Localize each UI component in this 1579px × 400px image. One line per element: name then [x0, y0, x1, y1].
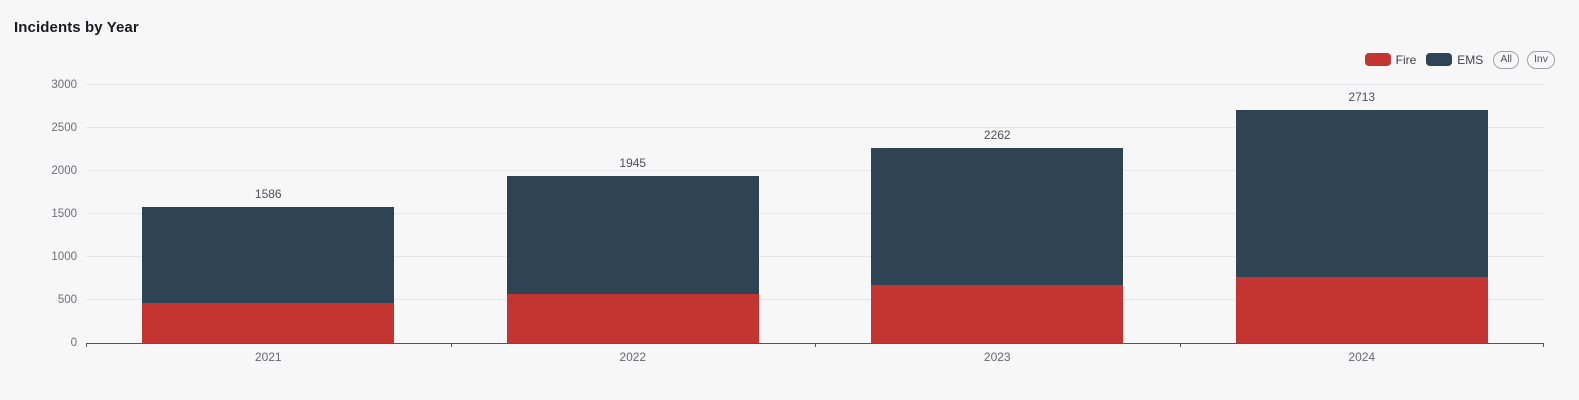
- gridline-2500: [86, 127, 1544, 128]
- all-filter-button[interactable]: All: [1493, 50, 1519, 69]
- gridline-2000: [86, 170, 1544, 171]
- legend-filter-buttons: All Inv: [1493, 50, 1555, 69]
- y-axis-tick-label-3000: 3000: [51, 79, 77, 91]
- fire-legend-label: Fire: [1395, 52, 1417, 67]
- gridline-500: [86, 299, 1544, 300]
- gridline-1000: [86, 256, 1544, 257]
- ems-legend-swatch: [1426, 53, 1453, 66]
- x-axis-tick: [1543, 343, 1544, 347]
- y-axis-tick-label-2000: 2000: [51, 165, 77, 177]
- x-axis-category-label-2024: 2024: [1348, 350, 1376, 364]
- x-axis-tick: [86, 343, 87, 347]
- bar-2024-fire-segment[interactable]: [1235, 277, 1488, 343]
- bar-total-label-2022: 1945: [619, 155, 647, 170]
- chart-legend: Fire EMS All Inv: [1364, 50, 1555, 69]
- bar-2024-ems-segment[interactable]: [1235, 109, 1488, 278]
- y-axis-tick-label-2500: 2500: [51, 122, 77, 134]
- bar-2023-ems-segment[interactable]: [871, 148, 1124, 286]
- legend-item-ems[interactable]: EMS: [1426, 53, 1483, 67]
- y-axis-tick-label-1500: 1500: [51, 208, 77, 220]
- bar-total-label-2023: 2262: [983, 128, 1011, 143]
- x-axis-tick: [1179, 343, 1181, 347]
- x-axis-category-label-2023: 2023: [983, 350, 1011, 364]
- plot-area: 0 500 1000 1500 2000 2500 3000 1586 2021 1945 2022…: [51, 79, 1544, 364]
- bar-2023[interactable]: 2262: [871, 128, 1124, 343]
- fire-legend-swatch: [1364, 53, 1391, 66]
- bar-total-label-2024: 2713: [1348, 89, 1376, 104]
- bar-2022[interactable]: 1945: [506, 156, 759, 343]
- y-axis-tick-label-1000: 1000: [51, 251, 77, 263]
- gridline-3000: [86, 84, 1544, 85]
- bar-2021[interactable]: 1586: [142, 187, 395, 343]
- y-axis-tick-label-0: 0: [70, 337, 77, 349]
- bar-total-label-2021: 1586: [254, 186, 282, 201]
- legend-item-fire[interactable]: Fire: [1364, 52, 1417, 67]
- x-axis-tick: [815, 343, 816, 347]
- y-axis-tick-label-500: 500: [57, 294, 77, 306]
- bar-2023-fire-segment[interactable]: [871, 285, 1124, 343]
- bar-2021-fire-segment[interactable]: [142, 302, 395, 343]
- gridline-1500: [86, 213, 1544, 214]
- inv-filter-button[interactable]: Inv: [1526, 50, 1555, 69]
- x-axis-tick: [450, 343, 452, 347]
- x-axis-category-label-2021: 2021: [254, 350, 282, 364]
- x-axis-category-label-2022: 2022: [619, 350, 647, 364]
- bar-2022-ems-segment[interactable]: [506, 175, 759, 294]
- bar-2021-ems-segment[interactable]: [142, 206, 395, 303]
- chart-title: Incidents by Year: [14, 19, 139, 36]
- bar-2022-fire-segment[interactable]: [506, 293, 759, 343]
- bar-2024[interactable]: 2713: [1235, 90, 1488, 343]
- ems-legend-label: EMS: [1457, 52, 1484, 67]
